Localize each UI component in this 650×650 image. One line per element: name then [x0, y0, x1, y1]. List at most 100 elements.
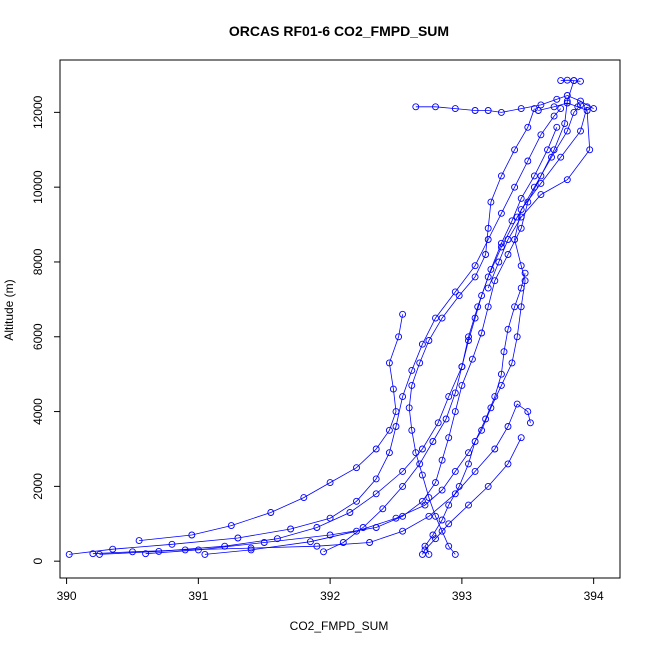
data-point	[451, 288, 459, 296]
data-point	[287, 525, 295, 533]
data-point	[563, 176, 571, 184]
data-point	[530, 172, 538, 180]
x-axis-label: CO2_FMPD_SUM	[290, 619, 389, 633]
y-tick-label: 6000	[31, 323, 45, 350]
data-point	[300, 494, 308, 502]
data-point	[517, 434, 525, 442]
data-point	[458, 381, 466, 389]
data-point	[553, 95, 561, 103]
series	[484, 99, 594, 292]
data-point	[326, 531, 334, 539]
data-point	[504, 325, 512, 333]
data-point	[306, 538, 314, 546]
data-point	[421, 501, 429, 509]
data-point	[487, 404, 495, 412]
data-point	[442, 415, 450, 423]
data-point	[513, 400, 521, 408]
data-point	[537, 101, 545, 109]
data-point	[432, 479, 439, 487]
data-point	[497, 108, 505, 116]
data-point	[563, 99, 571, 107]
data-point	[471, 314, 479, 322]
data-point	[495, 258, 503, 266]
y-axis: 0 2000 4000 6000 8000 10000 12000	[31, 95, 61, 565]
data-point	[438, 456, 446, 464]
data-point	[561, 120, 569, 128]
data-point	[234, 534, 242, 542]
data-point	[484, 224, 492, 232]
data-point	[465, 337, 472, 344]
data-point	[339, 539, 347, 546]
data-point	[537, 131, 545, 139]
data-point	[590, 105, 598, 113]
data-point	[418, 471, 426, 479]
data-point	[484, 284, 492, 292]
data-point	[563, 76, 571, 84]
data-point	[418, 340, 426, 348]
series	[96, 101, 584, 558]
data-point	[425, 337, 433, 344]
data-point	[534, 107, 542, 114]
data-point	[392, 423, 400, 430]
data-point	[513, 213, 521, 221]
data-point	[478, 292, 486, 300]
data-point	[434, 419, 442, 427]
data-point	[326, 479, 334, 487]
data-point	[416, 359, 424, 367]
data-point	[320, 548, 327, 556]
data-point	[425, 550, 433, 558]
data-point	[557, 77, 565, 85]
data-point	[487, 265, 495, 273]
data-point	[392, 514, 400, 522]
data-point	[491, 277, 499, 285]
data-point	[313, 542, 321, 550]
data-point	[504, 251, 512, 258]
data-point	[484, 303, 492, 311]
data-point	[577, 127, 584, 135]
data-point	[517, 194, 525, 202]
data-point	[557, 105, 565, 113]
data-point	[389, 385, 397, 393]
data-point	[471, 467, 479, 475]
x-axis: 390 391 392 393 394	[57, 577, 604, 603]
data-point	[517, 262, 525, 270]
data-point	[517, 303, 525, 311]
series	[201, 103, 591, 558]
series-line	[69, 108, 562, 555]
data-point	[399, 482, 407, 490]
data-point	[521, 269, 529, 277]
series-line	[323, 127, 558, 553]
data-point	[563, 127, 571, 135]
data-point	[451, 550, 459, 558]
data-point	[553, 123, 561, 131]
data-point	[392, 408, 400, 416]
data-point	[432, 535, 439, 543]
x-tick-label: 393	[452, 589, 472, 603]
data-point	[438, 486, 446, 494]
data-point	[465, 460, 472, 468]
data-point	[497, 239, 505, 247]
data-point	[491, 393, 499, 401]
data-point	[201, 550, 209, 558]
plot-frame	[59, 59, 621, 579]
data-point	[577, 77, 584, 85]
data-point	[408, 381, 416, 389]
series	[405, 105, 538, 558]
data-point	[524, 123, 532, 131]
series-line	[92, 403, 531, 555]
data-point	[408, 366, 416, 374]
data-point	[135, 537, 143, 545]
data-point	[416, 460, 424, 468]
data-point	[418, 550, 426, 558]
data-point	[550, 112, 558, 120]
data-point	[455, 292, 463, 300]
data-point	[181, 546, 189, 554]
data-point	[451, 490, 459, 498]
data-point	[521, 277, 529, 285]
data-point	[227, 522, 235, 530]
data-point	[524, 198, 532, 206]
data-point	[550, 103, 558, 111]
data-point	[379, 505, 387, 513]
data-point	[385, 449, 393, 457]
